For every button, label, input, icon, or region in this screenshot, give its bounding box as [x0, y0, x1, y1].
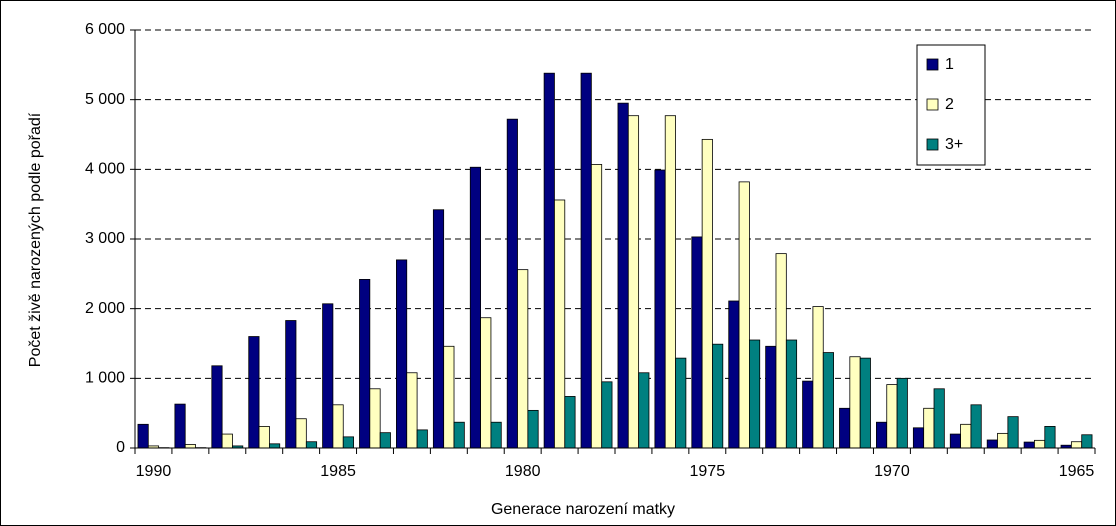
bar [886, 384, 898, 449]
bar [554, 199, 566, 449]
bar [432, 209, 445, 449]
bar [580, 72, 592, 449]
bar [443, 345, 455, 449]
bar [997, 432, 1009, 449]
bar [285, 320, 297, 449]
bar [174, 403, 186, 449]
bar [986, 439, 998, 449]
bar [896, 377, 908, 449]
bar [137, 423, 149, 449]
y-tick-label: 4 000 [85, 161, 125, 178]
bar [332, 404, 344, 449]
bar [211, 365, 223, 449]
bar [775, 253, 787, 449]
bar [876, 421, 888, 449]
bar [480, 317, 492, 449]
bar [490, 421, 502, 449]
bar [664, 115, 676, 449]
bar [1007, 416, 1019, 449]
bar [543, 72, 555, 449]
bar [601, 381, 613, 449]
legend-label: 1 [945, 56, 954, 73]
bar [322, 303, 334, 449]
bar [728, 300, 740, 449]
bar [268, 443, 281, 449]
x-tick-label: 1975 [690, 463, 726, 480]
bar [1081, 434, 1093, 449]
bar [527, 409, 539, 449]
bar [469, 166, 481, 449]
bar [949, 433, 961, 449]
bar [406, 372, 418, 449]
bar [1034, 439, 1046, 449]
bar [785, 339, 798, 449]
bar [1044, 426, 1056, 449]
y-tick-label: 5 000 [85, 91, 125, 108]
legend-label: 2 [945, 96, 954, 113]
y-tick-label: 1 000 [85, 370, 125, 387]
y-tick-label: 6 000 [85, 21, 125, 38]
bar [970, 404, 982, 449]
bar [305, 441, 318, 449]
bar [617, 102, 629, 449]
bar [517, 269, 529, 449]
x-tick-label: 1965 [1059, 463, 1095, 480]
bar [812, 306, 824, 449]
legend-swatch [926, 138, 939, 151]
bar [184, 444, 196, 449]
bar [1070, 441, 1083, 449]
bar [416, 429, 428, 449]
x-tick-label: 1970 [874, 463, 910, 480]
y-axis-label: Počet živě narozených podle pořadí [27, 112, 44, 367]
legend-swatch [926, 98, 939, 111]
y-tick-label: 0 [116, 439, 125, 456]
bar [564, 396, 576, 449]
bar [960, 423, 972, 449]
bar [248, 336, 260, 449]
bar [912, 427, 925, 449]
bar [701, 138, 713, 449]
x-axis-label: Generace narození matky [491, 501, 675, 518]
bar [369, 388, 381, 449]
x-tick-label: 1985 [320, 463, 356, 480]
bar [712, 343, 724, 449]
bar [802, 380, 814, 449]
legend-swatch [926, 58, 939, 71]
bar [453, 421, 465, 449]
x-tick-label: 1980 [505, 463, 541, 480]
y-tick-label: 3 000 [85, 230, 125, 247]
bar [590, 164, 603, 449]
bar [295, 418, 307, 449]
bar [258, 426, 270, 449]
bar [342, 436, 354, 449]
bar [923, 407, 935, 449]
bar [638, 372, 650, 449]
bar [738, 181, 750, 449]
bar [506, 118, 518, 449]
bar [221, 433, 233, 449]
bar [749, 339, 761, 449]
bar [675, 357, 687, 449]
bar [359, 279, 371, 449]
bar [627, 115, 640, 449]
bar [822, 352, 834, 449]
bar [396, 259, 408, 449]
bar [933, 388, 945, 449]
y-tick-label: 2 000 [85, 300, 125, 317]
bar [839, 407, 851, 449]
bar [379, 432, 391, 449]
x-tick-label: 1990 [136, 463, 172, 480]
legend-label: 3+ [945, 136, 963, 153]
bar [765, 345, 777, 449]
bar [1023, 441, 1035, 449]
bar [849, 356, 861, 449]
bar [691, 236, 703, 449]
bar [859, 357, 871, 449]
bar [654, 169, 666, 449]
